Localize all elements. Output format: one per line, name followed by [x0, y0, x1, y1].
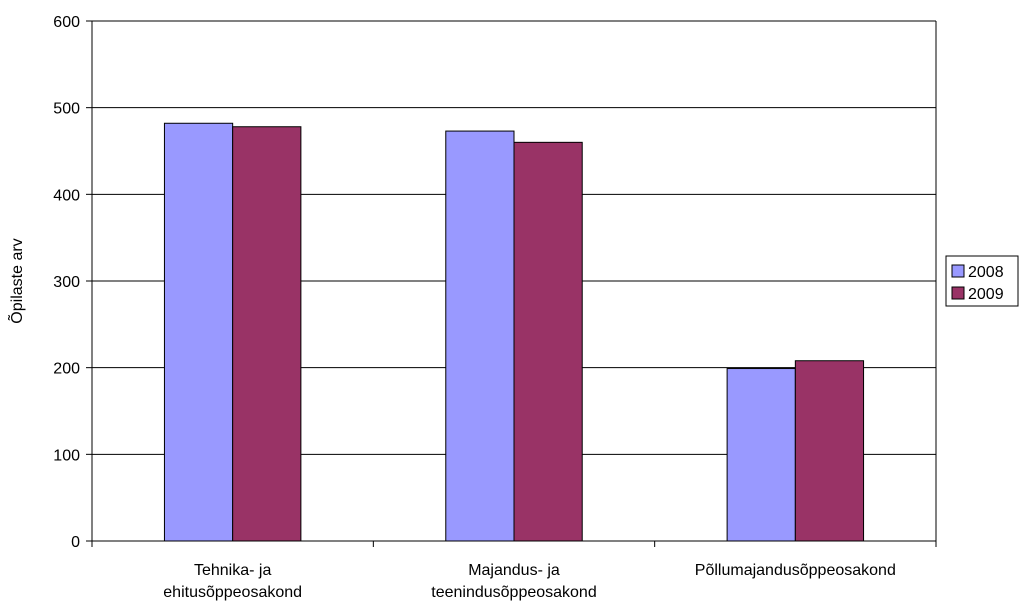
y-tick-label: 400 [53, 187, 80, 204]
y-tick-label: 300 [53, 274, 80, 291]
bar-2008 [445, 130, 515, 542]
bar-2009 [513, 141, 583, 542]
legend-label: 2008 [968, 264, 1004, 281]
legend-swatch [951, 264, 965, 278]
x-tick-label-line: ehitusõppeosakond [163, 584, 302, 601]
y-tick-label: 500 [53, 101, 80, 118]
bar-2009 [794, 360, 865, 542]
y-tick-labels: 0 100 200 300 400 500 600 [53, 14, 80, 551]
axes [86, 20, 937, 547]
y-axis-label: Õpilaste arv [6, 238, 26, 323]
legend-label: 2009 [968, 286, 1004, 303]
x-tick-label-line: Põllumajandusõppeosakond [695, 562, 896, 579]
x-tick-label: Majandus- ja teenindusõppeosakond [431, 562, 596, 601]
x-tick-label: Tehnika- ja ehitusõppeosakond [163, 562, 302, 601]
y-tick-label: 200 [53, 361, 80, 378]
bar-2008 [726, 368, 796, 542]
x-tick-label-line: Tehnika- ja [194, 562, 271, 579]
legend: 2008 2009 [945, 255, 1019, 307]
bar-2008 [163, 122, 234, 542]
bar-2009 [232, 126, 302, 542]
x-tick-label: Põllumajandusõppeosakond [695, 562, 896, 579]
y-tick-label: 0 [71, 534, 80, 551]
x-tick-label-line: teenindusõppeosakond [431, 584, 596, 601]
bars [163, 122, 865, 542]
y-tick-label: 600 [53, 14, 80, 31]
legend-swatch [951, 286, 965, 300]
x-tick-labels: Tehnika- ja ehitusõppeosakond Majandus- ja… [163, 562, 896, 601]
y-tick-label: 100 [53, 447, 80, 464]
x-tick-label-line: Majandus- ja [468, 562, 560, 579]
